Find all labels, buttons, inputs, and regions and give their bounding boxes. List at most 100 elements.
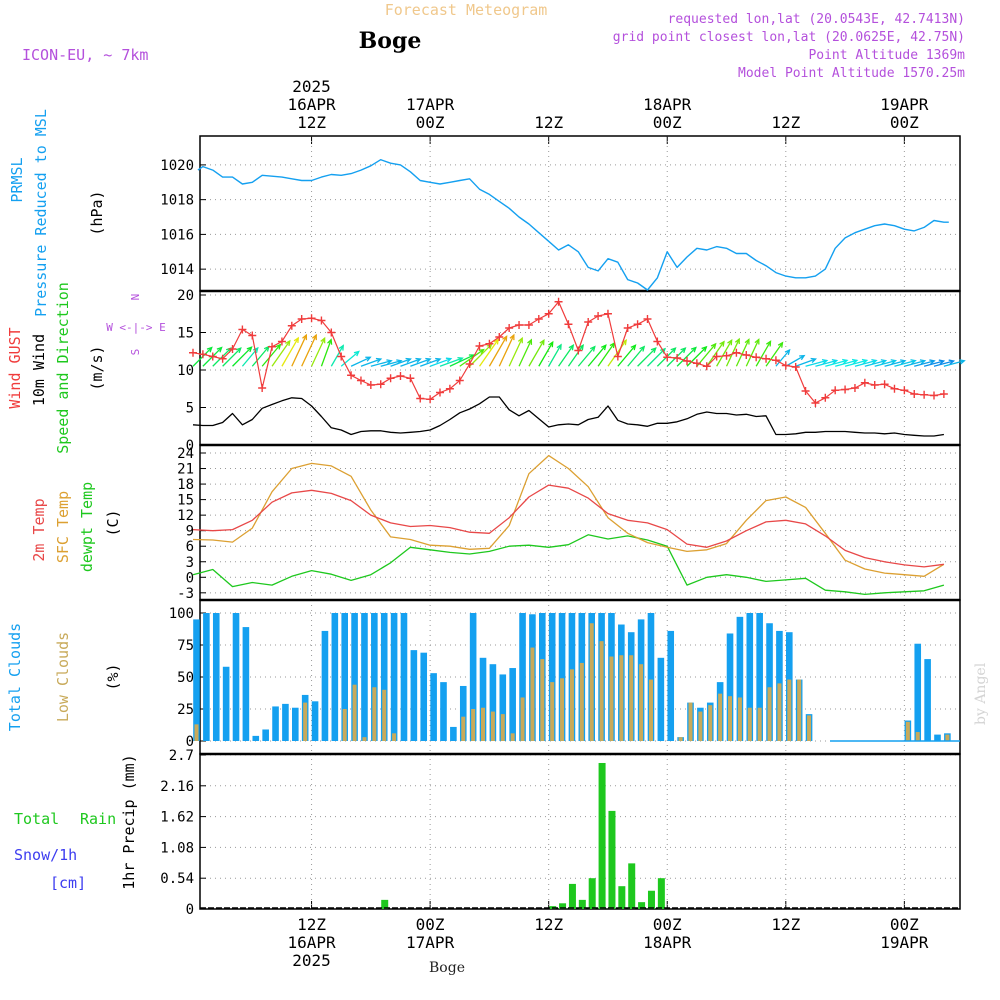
wind-arrow-head [548,340,554,348]
low-cloud-bar [303,702,308,741]
wind-arrow [271,340,291,367]
gust-marker [544,309,553,318]
rain-bar [628,863,636,909]
gust-marker [920,390,929,399]
total-cloud-bar [746,613,754,741]
wind-arrow-head [517,336,523,344]
wind-arrow [251,346,270,367]
gust-marker [465,360,474,368]
wind-arrow-head [929,359,936,365]
y-tick-label: 0.54 [160,871,194,887]
gust-marker [870,381,879,389]
low-cloud-bar [945,734,950,741]
total-cloud-bar [390,613,398,741]
wind-speed-line [192,396,944,437]
total-cloud-bar [667,630,675,741]
total-cloud-bar [489,664,497,741]
gust-marker [317,316,326,325]
wind-arrow-head [784,348,791,356]
y-tick-label: 15 [177,493,194,509]
total-cloud-bar [341,613,348,741]
wind-arrow [577,346,596,367]
wind-arrow-head [478,348,485,355]
low-cloud-bar [500,714,505,741]
y-tick-label: 2.7 [169,748,194,764]
total-cloud-bar [380,613,388,741]
bottom-time-label: 12Z [297,915,326,934]
total-cloud-bar [450,726,457,741]
bottom-time-label: 12Z [771,915,800,934]
wind-arrow-head [502,335,508,342]
top-time-label: 12Z [297,113,326,132]
chart-title: Forecast Meteogram [385,1,548,19]
temp-2m-line [192,484,944,568]
gust-markers [189,297,948,407]
wind-arrow [844,359,868,367]
wind-arrow-head [744,338,750,345]
gust-marker [623,324,632,332]
gust-marker [228,345,237,353]
gust-marker [574,346,583,355]
wind-arrow-head [320,336,326,344]
low-cloud-bar [678,737,683,741]
low-cloud-bar [708,705,713,741]
wind-arrow-head [680,347,687,354]
wind-arrow [232,346,253,367]
wind-arrow-head [851,358,859,365]
top-time-label: 16APR [287,95,336,114]
total-cloud-bar [647,613,655,741]
wind-arrow [825,359,848,367]
gust-marker [495,333,504,341]
total-label: Total [14,810,59,828]
total-cloud-bar [519,613,526,741]
wind-arrow [212,347,232,367]
bottom-time-label: 16APR [287,933,336,952]
gust-marker [366,381,375,389]
gust-marker [860,378,869,387]
low-cloud-bar [787,679,792,741]
total-cloud-bar [232,613,240,741]
low-cloud-bar [392,733,397,741]
total-cloud-bar [914,643,922,741]
wind-arrow-head [235,347,242,354]
wind-arrow [222,347,242,367]
gust-marker [287,321,296,330]
y-tick-label: 6 [186,539,194,555]
wind-arrow [765,342,784,367]
low-cloud-bar [777,683,782,741]
total-cloud-bar [193,619,200,741]
gust-marker [455,376,464,385]
wind-arrow [923,360,944,367]
gust-marker [406,374,415,383]
panel-frame [199,290,961,446]
wind-arrow-head [578,344,584,351]
y-tick-label: 75 [177,638,194,654]
wind-arrow-head [765,340,772,347]
gust-marker [771,356,780,365]
wind-arrow [400,358,421,367]
gust-marker [781,361,790,370]
total-clouds-label: Total Clouds [6,623,24,731]
compass-west-east: W <-|-> E [106,321,166,334]
y-tick-label: 50 [177,670,194,686]
wind-arrow-head [311,333,317,341]
bottom-time-label: 00Z [416,915,445,934]
total-cloud-bar [311,701,319,741]
gust-marker [238,325,247,334]
footer-station: Boge [429,960,465,976]
wind-arrow [508,337,523,367]
total-cloud-bar [420,652,428,741]
wind-arrow-head [556,343,562,350]
total-cloud-bar [252,735,260,741]
low-cloud-bar [728,696,733,741]
gust-marker [930,391,938,400]
gust-marker [831,386,840,395]
top-time-label: 17APR [406,95,455,114]
wind-arrow [933,360,954,367]
gust-marker [673,354,682,362]
y-tick-label: 15 [177,326,194,342]
y-tick-label: 1014 [160,262,194,278]
rain-bar [588,878,596,909]
y-tick-label: 5 [186,401,194,417]
